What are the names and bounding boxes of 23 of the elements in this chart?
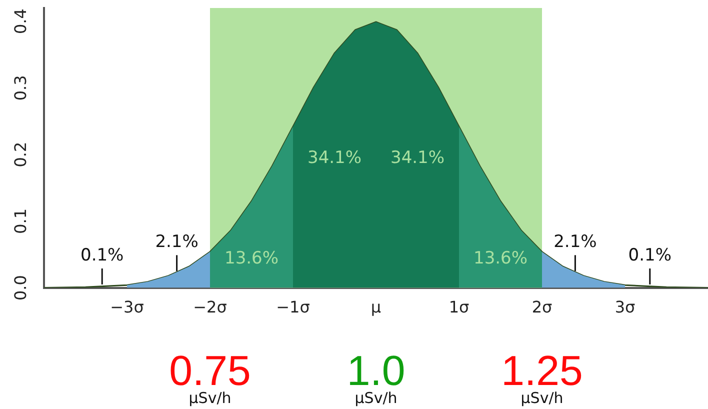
annotation: 0.1% xyxy=(628,245,672,266)
x-tick-label: −3σ xyxy=(110,298,144,317)
annotation: 2.1% xyxy=(554,232,597,252)
annotation: 34.1% xyxy=(390,148,445,168)
x-tick-label: μ xyxy=(370,298,382,317)
annotation: 13.6% xyxy=(473,248,528,268)
y-tick-label: 0.2 xyxy=(11,142,30,168)
y-tick-label: 0.3 xyxy=(11,75,30,101)
annotation: 0.1% xyxy=(80,245,124,266)
x-tick-label: 3σ xyxy=(614,298,636,317)
x-tick-label: −1σ xyxy=(276,298,310,317)
annotation: 13.6% xyxy=(224,248,279,268)
x-tick-label: −2σ xyxy=(193,298,227,317)
text: μSv/h xyxy=(354,389,398,407)
x-tick-label: 1σ xyxy=(448,298,470,317)
x-tick-label: 2σ xyxy=(532,298,552,317)
text: μSv/h xyxy=(188,389,232,407)
annotation: 34.1% xyxy=(307,148,362,168)
y-tick-label: 0.0 xyxy=(11,275,30,301)
y-tick-label: 0.1 xyxy=(11,208,30,234)
y-tick-label: 0.4 xyxy=(11,8,30,34)
annotation: 2.1% xyxy=(155,232,198,252)
text: μSv/h xyxy=(520,389,564,407)
